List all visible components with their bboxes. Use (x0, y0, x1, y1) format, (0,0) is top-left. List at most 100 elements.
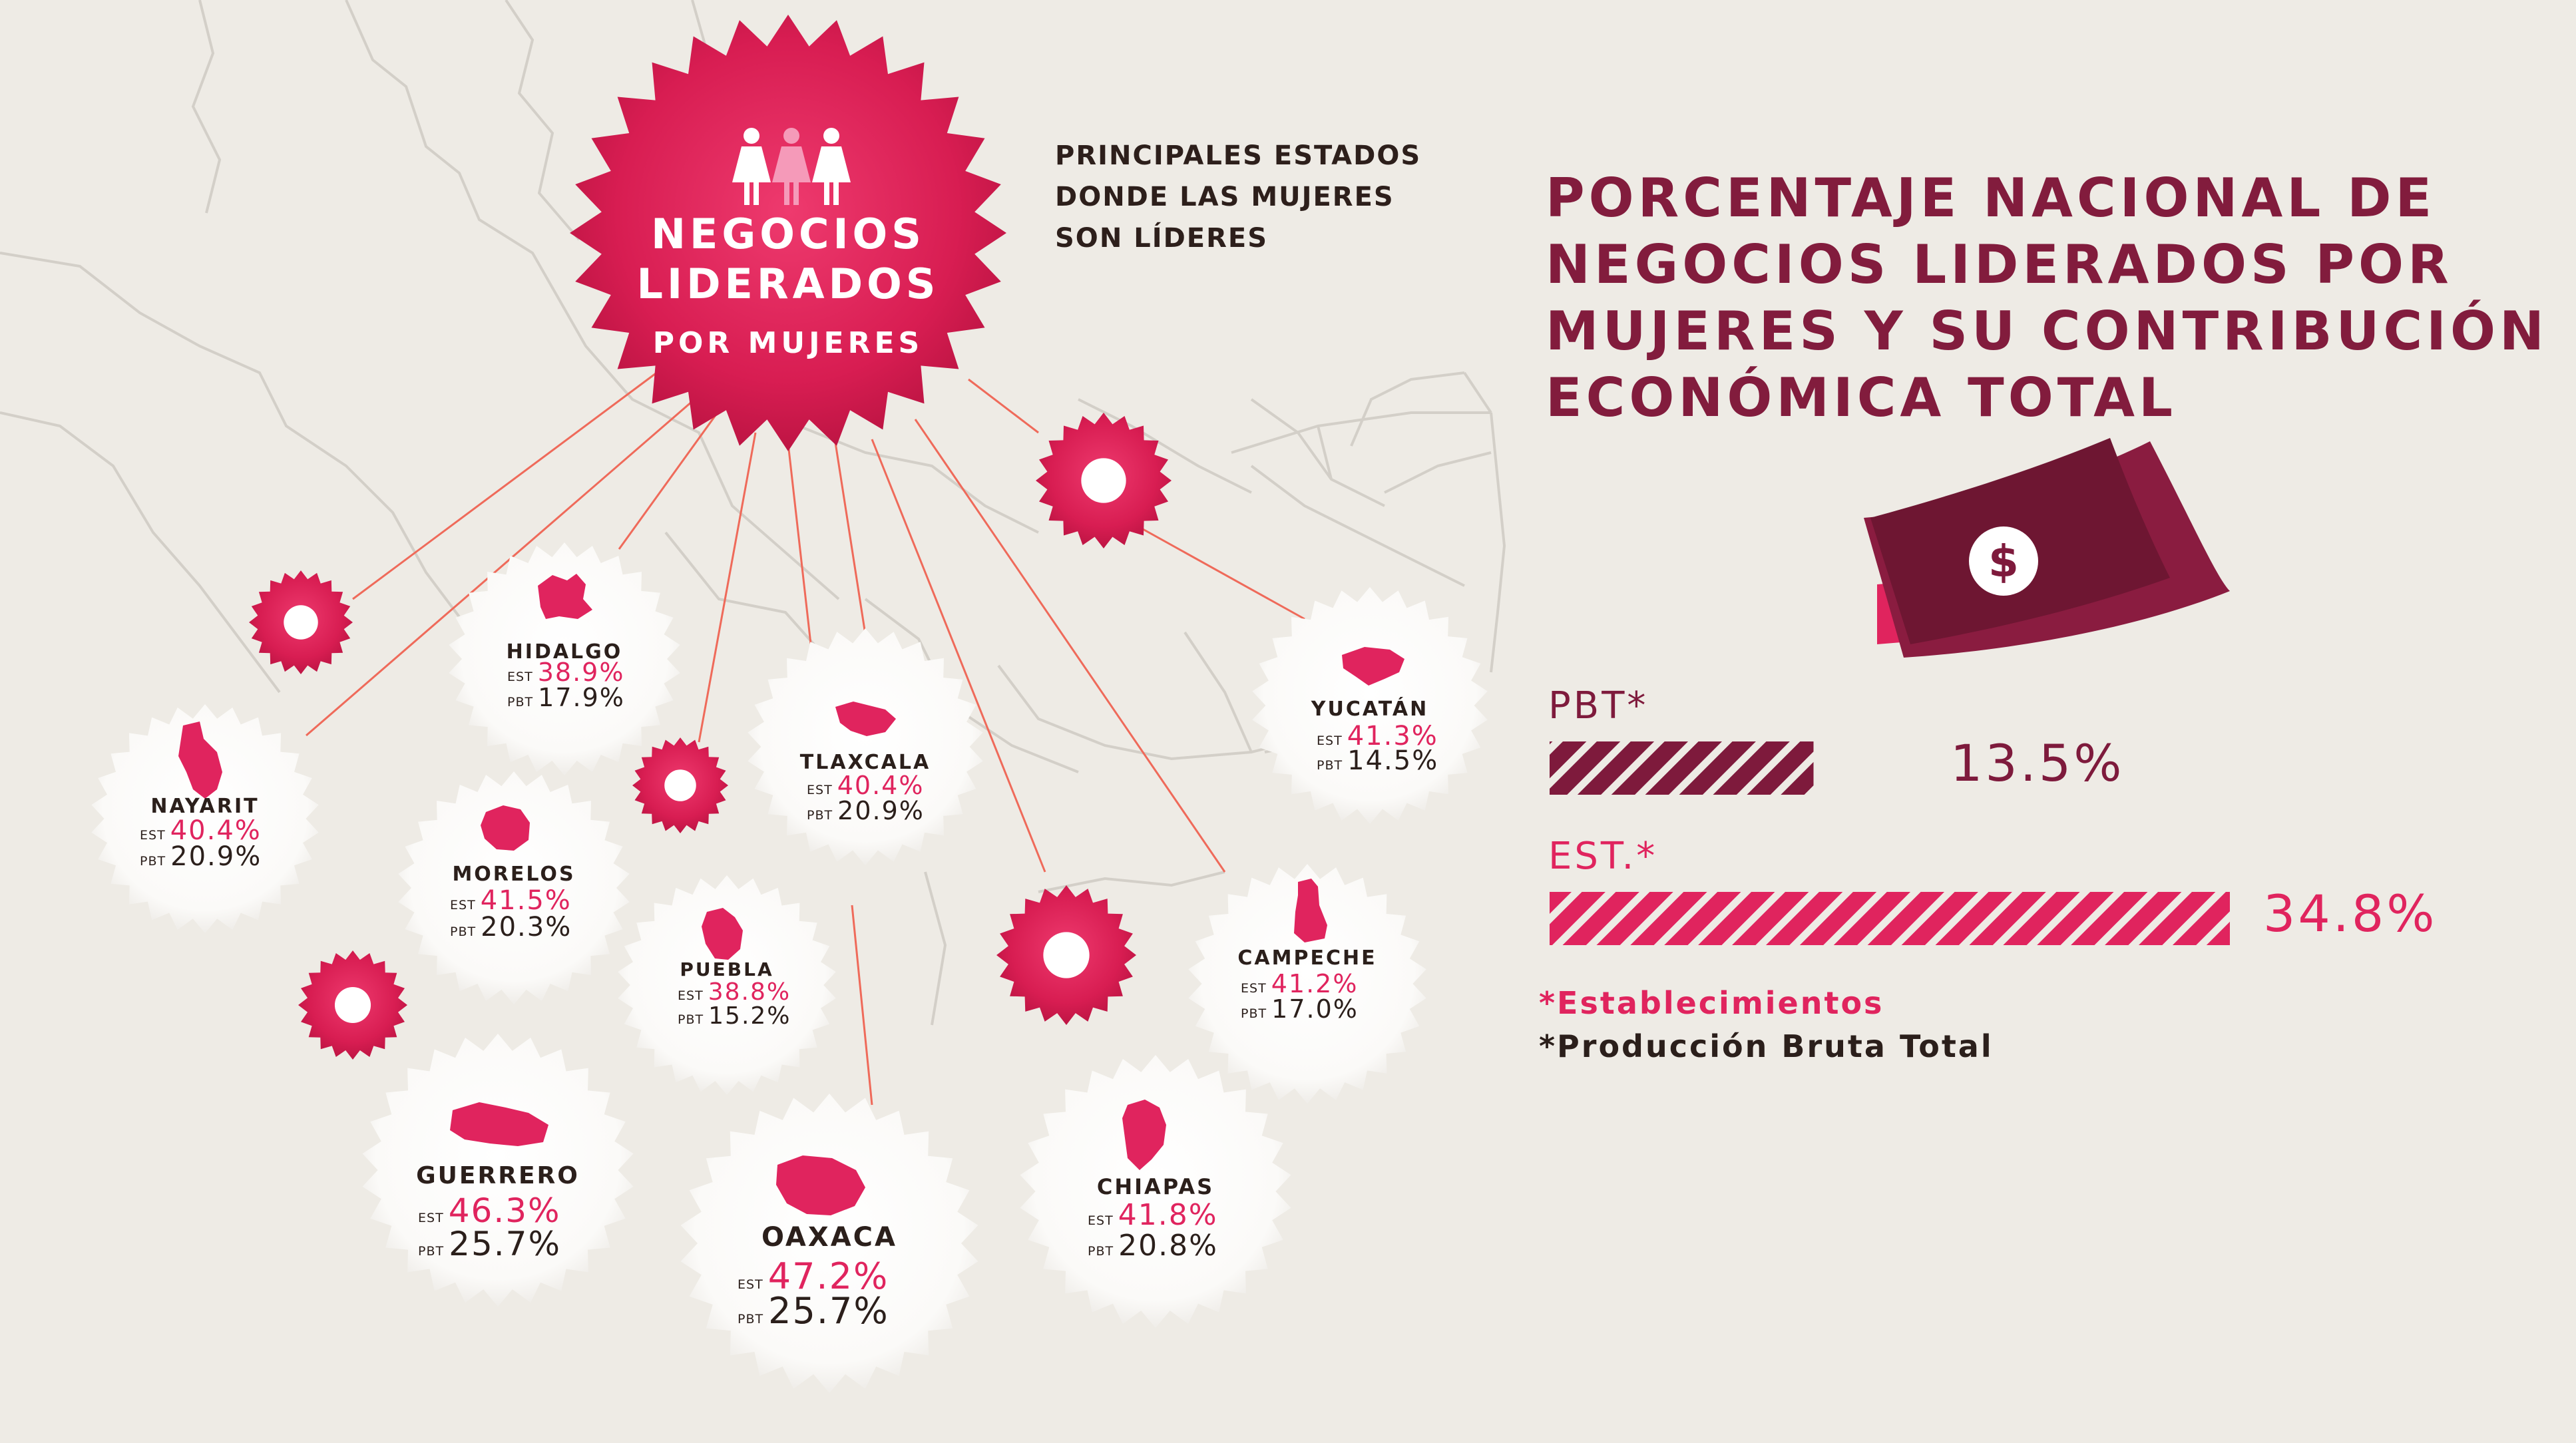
title-line: MUJERES Y SU CONTRIBUCIÓN (1546, 300, 2548, 362)
hidalgo-est-value: 38.9% (537, 658, 625, 687)
yucatn-pbt-row: PBT 14.5% (1317, 745, 1438, 776)
chiapas-est-key: EST (1088, 1213, 1118, 1228)
campeche-est-row: EST 41.2% (1241, 969, 1358, 998)
nayarit-est-value: 40.4% (170, 815, 262, 846)
tlaxcala-shape-icon (835, 702, 896, 736)
morelos-name: MORELOS (452, 863, 576, 886)
campeche-pbt-key: PBT (1241, 1006, 1272, 1021)
nayarit-est-row: EST 40.4% (140, 815, 262, 846)
guerrero-shape-icon (450, 1102, 548, 1146)
subtitle-line: SON LÍDERES (1055, 223, 1269, 254)
note-pbt: *Producción Bruta Total (1539, 1028, 1994, 1064)
chart-title: PORCENTAJE NACIONAL DE NEGOCIOS LIDERADO… (1546, 165, 2544, 431)
morelos-est-key: EST (450, 898, 481, 913)
three-women-icon (732, 128, 851, 205)
campeche-est-key: EST (1241, 981, 1271, 996)
campeche-pbt-value: 17.0% (1271, 994, 1359, 1024)
tlaxcala-est-key: EST (807, 783, 837, 797)
chiapas-shape-icon (1122, 1100, 1166, 1170)
hidalgo-pbt-key: PBT (507, 695, 538, 710)
hidalgo-shape-icon (538, 574, 592, 619)
nayarit-est-key: EST (140, 828, 170, 843)
guerrero-pbt-value: 25.7% (449, 1225, 561, 1263)
title-line: ECONÓMICA TOTAL (1546, 367, 2177, 429)
yucatn-pbt-key: PBT (1317, 758, 1348, 773)
hero-seal-shape (570, 15, 1006, 451)
oaxaca-pbt-row: PBT 25.7% (738, 1290, 889, 1332)
nayarit-pbt-row: PBT 20.9% (140, 841, 262, 872)
yucatan-shape-icon (1342, 647, 1404, 686)
yucatn-pbt-value: 14.5% (1347, 745, 1439, 776)
svg-text:$: $ (1988, 536, 2019, 587)
dollar-bill-icon: $ (1864, 438, 2230, 658)
nayarit-seal (91, 704, 319, 933)
hidalgo-name: HIDALGO (506, 640, 623, 664)
state-seals (91, 542, 1488, 1393)
puebla-pbt-value: 15.2% (708, 1002, 791, 1030)
puebla-shape-icon (702, 908, 743, 960)
gear-hole (284, 605, 318, 640)
oaxaca-seal (680, 1094, 978, 1393)
bar-est (1550, 892, 2230, 945)
bar-pbt (1550, 741, 1814, 795)
yucatn-est-row: EST 41.3% (1317, 721, 1438, 751)
hero-seal: NEGOCIOS LIDERADOS POR MUJERES (575, 20, 1001, 446)
yucatn-name: YUCATÁN (1311, 698, 1429, 721)
guerrero-pbt-row: PBT 25.7% (418, 1225, 561, 1263)
connector-lines (306, 365, 1305, 1106)
oaxaca-pbt-value: 25.7% (768, 1290, 889, 1332)
morelos-pbt-value: 20.3% (481, 912, 572, 942)
chiapas-name: CHIAPAS (1096, 1174, 1215, 1199)
puebla-est-row: EST 38.8% (678, 978, 791, 1006)
tlaxcala-name: TLAXCALA (799, 751, 931, 774)
decor-seals (249, 15, 1172, 1060)
puebla-est-key: EST (678, 988, 708, 1003)
campeche-pbt-row: PBT 17.0% (1241, 994, 1359, 1024)
morelos-pbt-key: PBT (450, 925, 481, 939)
subtitle-line: DONDE LAS MUJERES (1055, 182, 1395, 212)
tlaxcala-pbt-row: PBT 20.9% (807, 796, 925, 825)
tlaxcala-pbt-key: PBT (807, 808, 838, 823)
hidalgo-pbt-value: 17.9% (538, 683, 625, 712)
gear-hole (1043, 932, 1090, 978)
title-line: PORCENTAJE NACIONAL DE (1546, 167, 2436, 229)
oaxaca-name: OAXACA (761, 1222, 897, 1253)
morelos-est-value: 41.5% (480, 885, 572, 916)
yucatn-seal (1252, 587, 1488, 824)
campeche-est-value: 41.2% (1271, 969, 1359, 998)
yucatn-est-value: 41.3% (1347, 721, 1438, 751)
stat-bars (1550, 741, 2230, 945)
tlaxcala-est-value: 40.4% (837, 771, 925, 800)
bar-value-pbt: 13.5% (1950, 733, 2125, 793)
campeche-name: CAMPECHE (1237, 946, 1377, 970)
oaxaca-shape-icon (776, 1155, 865, 1215)
guerrero-est-key: EST (418, 1211, 449, 1225)
bar-value-est: 34.8% (2263, 884, 2438, 943)
puebla-seal (618, 875, 836, 1095)
morelos-pbt-row: PBT 20.3% (450, 912, 572, 942)
yucatn-est-key: EST (1317, 733, 1347, 748)
guerrero-est-row: EST 46.3% (418, 1191, 561, 1230)
nayarit-pbt-key: PBT (140, 854, 171, 869)
guerrero-seal (362, 1034, 634, 1307)
puebla-name: PUEBLA (680, 958, 774, 980)
morelos-shape-icon (481, 805, 530, 851)
chiapas-pbt-key: PBT (1088, 1244, 1119, 1259)
hero-title-line3: POR MUJERES (652, 326, 924, 360)
hidalgo-est-key: EST (507, 670, 538, 684)
oaxaca-est-value: 47.2% (767, 1255, 889, 1297)
subtitle-line: PRINCIPALES ESTADOS (1055, 140, 1422, 171)
gear-hole (1081, 458, 1126, 503)
oaxaca-pbt-key: PBT (738, 1312, 769, 1327)
campeche-shape-icon (1294, 879, 1327, 942)
chiapas-est-value: 41.8% (1118, 1198, 1218, 1232)
morelos-est-row: EST 41.5% (450, 885, 572, 916)
campeche-seal (1188, 864, 1426, 1104)
title-line: NEGOCIOS LIDERADOS POR (1546, 234, 2453, 296)
nayarit-pbt-value: 20.9% (170, 841, 262, 872)
oaxaca-est-key: EST (738, 1277, 768, 1292)
chiapas-pbt-row: PBT 20.8% (1088, 1229, 1218, 1263)
tlaxcala-est-row: EST 40.4% (807, 771, 924, 800)
